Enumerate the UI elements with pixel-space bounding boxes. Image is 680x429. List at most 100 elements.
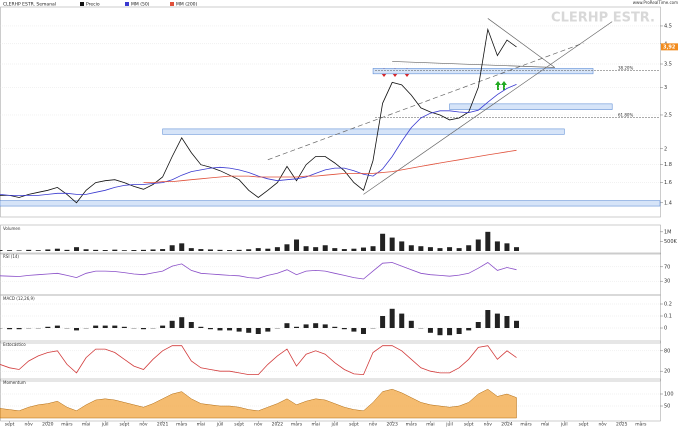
chart-title: CLERHP ESTR. Semanal [3, 2, 56, 8]
bar [332, 248, 338, 251]
bar [322, 324, 328, 328]
bar [188, 248, 194, 251]
bar [160, 325, 166, 328]
support-zone [372, 68, 594, 75]
bar [74, 247, 80, 251]
bar [246, 249, 252, 251]
x-tick-label: nov [25, 423, 34, 428]
bar [217, 328, 223, 331]
bar [303, 246, 309, 251]
bar [227, 250, 233, 251]
watermark: CLERHP ESTR. [551, 11, 655, 26]
bar [169, 320, 175, 328]
bar [427, 328, 433, 333]
bar [255, 248, 261, 251]
bar [485, 231, 491, 251]
bar [217, 249, 223, 251]
y-tick-label: 70 [664, 264, 670, 270]
x-tick-label: mars [406, 422, 418, 428]
x-tick-label: mars [291, 422, 303, 428]
bar [294, 326, 300, 328]
x-tick-label: nov [484, 423, 493, 428]
bar [112, 325, 118, 328]
support-zone [449, 103, 613, 110]
x-tick-label: mai [82, 422, 90, 428]
bar [93, 325, 99, 328]
bar [399, 313, 405, 328]
bar [380, 233, 386, 251]
panel: Volumen 500K 1M [0, 224, 678, 255]
bar [322, 245, 328, 251]
bar [255, 328, 261, 334]
bar [332, 326, 338, 328]
bar [131, 250, 137, 251]
bar [207, 328, 213, 330]
bar [246, 328, 252, 333]
legend-label: Precio [86, 2, 100, 8]
bar [408, 320, 414, 328]
x-tick-label: 2020 [42, 422, 54, 428]
x-tick-label: mai [541, 422, 549, 428]
bar [274, 247, 280, 251]
fib-label: 38.20% [618, 66, 633, 71]
y-tick-label: 2 [664, 146, 667, 152]
x-tick-label: mars [176, 422, 188, 428]
trendline [487, 18, 555, 68]
bar [112, 249, 118, 251]
series-line [0, 262, 517, 280]
bar [236, 249, 242, 251]
source: www.ProRealTime.com [633, 0, 678, 5]
bar [207, 249, 213, 251]
bar [418, 246, 424, 251]
bar [399, 241, 405, 251]
series-line [0, 84, 517, 196]
trendline [267, 42, 584, 161]
bar [427, 247, 433, 251]
bar [485, 310, 491, 328]
bar [466, 328, 472, 331]
y-tick-label: 500K [664, 239, 678, 245]
trendline [392, 61, 555, 68]
bar [514, 320, 520, 328]
bar [351, 328, 357, 332]
y-tick-label: 0 [664, 326, 667, 332]
bar [389, 308, 395, 328]
series-line [0, 345, 517, 376]
x-tick-label: juil [216, 422, 224, 428]
x-tick-label: juil [330, 422, 338, 428]
series-area [0, 388, 517, 419]
support-zone [162, 128, 565, 135]
plot-frame [0, 224, 661, 255]
panel-title: RSI (14) [3, 254, 19, 259]
bar [26, 249, 32, 251]
bar [74, 328, 80, 331]
x-tick-label: juil [101, 422, 109, 428]
bar [16, 250, 22, 251]
plot-frame [0, 6, 661, 218]
x-tick-label: mai [197, 422, 205, 428]
bar [494, 241, 500, 251]
buy-arrow [501, 81, 507, 90]
bar [64, 249, 70, 251]
bar [140, 328, 146, 330]
y-tick-label: 30 [664, 279, 670, 285]
bar [227, 328, 233, 331]
bar [341, 328, 347, 330]
plot-frame [0, 294, 661, 344]
bar [447, 247, 453, 251]
y-tick-label: 3.5 [664, 62, 672, 68]
x-tick-label: nov [139, 423, 148, 428]
x-tick-label: sept [579, 422, 589, 428]
bar [380, 316, 386, 328]
series-line [143, 149, 517, 183]
panel-title: Volumen [3, 226, 21, 231]
x-tick-label: sept [234, 422, 244, 428]
bar [160, 249, 166, 251]
y-tick-label: 4.5 [664, 23, 672, 29]
bar [504, 316, 510, 328]
bar [198, 326, 204, 328]
bar [7, 328, 13, 330]
fib-label: 61.80% [618, 112, 633, 117]
bar [45, 326, 51, 328]
